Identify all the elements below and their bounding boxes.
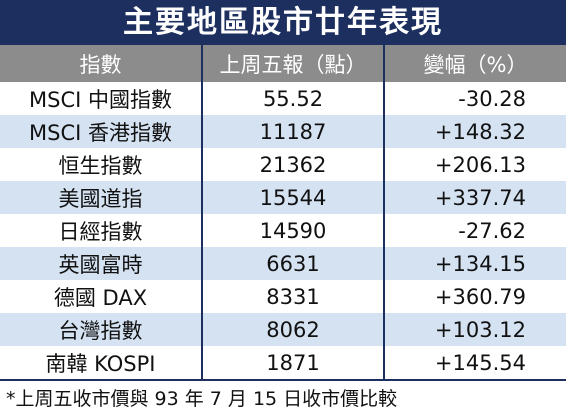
footnote: *上周五收市價與 93 年 7 月 15 日收市價比較: [0, 379, 566, 415]
table-cell: +148.32: [434, 119, 526, 144]
table-row: 英國富時 6631 +134.15: [0, 247, 566, 280]
table-cell: +134.15: [434, 251, 526, 276]
table-cell: MSCI 中國指數: [0, 82, 203, 115]
table-cell: 14590: [203, 214, 385, 247]
header-row: 指數 上周五報（點） 變幅（%）: [0, 45, 566, 82]
table-cell: -30.28: [458, 86, 526, 111]
title: 主要地區股市廿年表現: [0, 0, 566, 45]
table: 指數 上周五報（點） 變幅（%） MSCI 中國指數 55.52 -30.28 MSCI 香…: [0, 45, 566, 379]
table-cell: 美國道指: [0, 181, 203, 214]
table-cell: 55.52: [203, 82, 385, 115]
table-cell: MSCI 香港指數: [0, 115, 203, 148]
table-cell: 15544: [203, 181, 385, 214]
table-cell: +103.12: [434, 317, 526, 342]
table-row: 台灣指數 8062 +103.12: [0, 313, 566, 346]
table-cell: +337.74: [434, 185, 526, 210]
table-row: 日經指數 14590 -27.62: [0, 214, 566, 247]
table-cell: 8331: [203, 280, 385, 313]
table-cell: 南韓 KOSPI: [0, 346, 203, 379]
table-cell: 英國富時: [0, 247, 203, 280]
table-cell: 11187: [203, 115, 385, 148]
table-cell: +206.13: [434, 152, 526, 177]
table-cell: -27.62: [458, 218, 526, 243]
table-row: 恒生指數 21362 +206.13: [0, 148, 566, 181]
table-row: 美國道指 15544 +337.74: [0, 181, 566, 214]
table-cell: 恒生指數: [0, 148, 203, 181]
table-cell: 1871: [203, 346, 385, 379]
table-row: 德國 DAX 8331 +360.79: [0, 280, 566, 313]
table-row: 南韓 KOSPI 1871 +145.54: [0, 346, 566, 379]
table-cell: +145.54: [434, 350, 526, 375]
table-cell: 21362: [203, 148, 385, 181]
table-cell: 日經指數: [0, 214, 203, 247]
column-header: 上周五報（點）: [203, 45, 385, 82]
column-header: 變幅（%）: [423, 52, 528, 77]
table-row: MSCI 中國指數 55.52 -30.28: [0, 82, 566, 115]
table-cell: 德國 DAX: [0, 280, 203, 313]
column-header: 指數: [0, 45, 203, 82]
table-cell: 台灣指數: [0, 313, 203, 346]
table-cell: 8062: [203, 313, 385, 346]
table-cell: 6631: [203, 247, 385, 280]
table-cell: +360.79: [434, 284, 526, 309]
table-row: MSCI 香港指數 11187 +148.32: [0, 115, 566, 148]
